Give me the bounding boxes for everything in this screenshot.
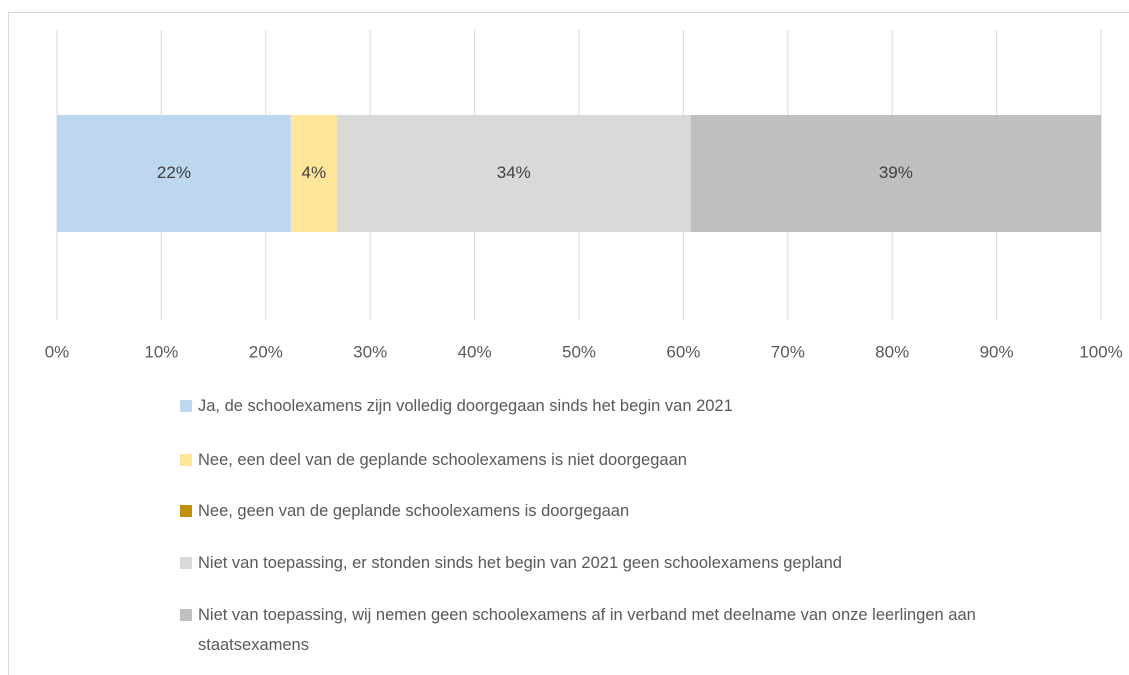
legend-swatch xyxy=(180,609,192,621)
x-tick-label: 60% xyxy=(666,342,700,361)
legend-swatch xyxy=(180,505,192,517)
legend-swatch xyxy=(180,557,192,569)
bar-segment xyxy=(690,115,1101,232)
bar-segment xyxy=(336,115,691,232)
x-tick-label: 100% xyxy=(1079,342,1122,361)
legend-label: Ja, de schoolexamens zijn volledig doorg… xyxy=(198,397,733,415)
data-label: 34% xyxy=(497,163,531,182)
x-tick-label: 50% xyxy=(562,342,596,361)
x-tick-label: 80% xyxy=(875,342,909,361)
x-tick-label: 90% xyxy=(980,342,1014,361)
data-label: 4% xyxy=(302,163,327,182)
legend-label: Niet van toepassing, wij nemen geen scho… xyxy=(198,606,976,654)
bar-segment xyxy=(290,115,337,232)
x-tick-label: 70% xyxy=(771,342,805,361)
x-tick-label: 20% xyxy=(249,342,283,361)
legend-label: Niet van toepassing, er stonden sinds he… xyxy=(198,554,842,572)
legend-swatch xyxy=(180,454,192,466)
data-label: 22% xyxy=(157,163,191,182)
data-label: 39% xyxy=(879,163,913,182)
bar-segment xyxy=(57,115,291,232)
legend-swatch xyxy=(180,400,192,412)
x-tick-label: 0% xyxy=(45,342,70,361)
legend-label: Nee, geen van de geplande schoolexamens … xyxy=(198,502,630,520)
x-tick-label: 40% xyxy=(458,342,492,361)
x-tick-label: 30% xyxy=(353,342,387,361)
legend-label: Nee, een deel van de geplande schoolexam… xyxy=(198,451,687,469)
x-tick-label: 10% xyxy=(144,342,178,361)
